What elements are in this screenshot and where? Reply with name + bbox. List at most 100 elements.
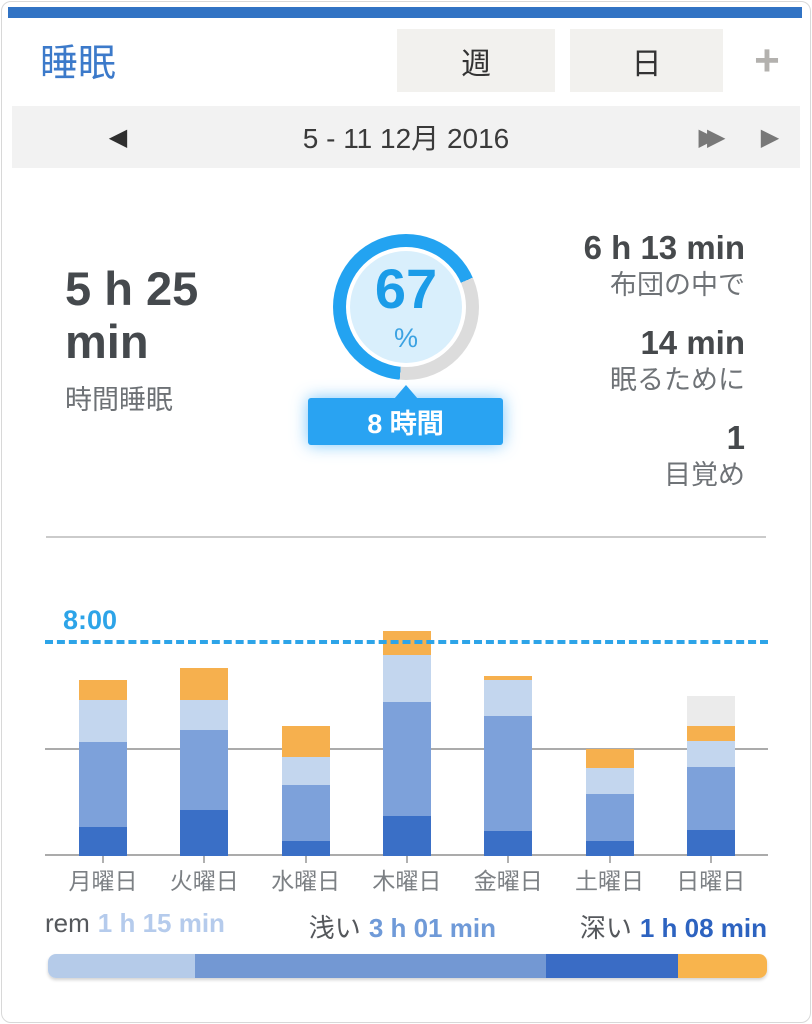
bar-segment-rem: [484, 679, 533, 716]
goal-line-label: 8:00: [63, 605, 118, 635]
summary-bar-segment-light: [195, 954, 546, 978]
tooltip-arrow-icon: [393, 385, 418, 399]
day-label: 水曜日: [271, 868, 341, 894]
section-divider: [46, 536, 766, 538]
bar-土曜日[interactable]: [585, 748, 634, 856]
time-asleep-value: 5 h 25 min: [65, 262, 199, 368]
bar-segment-light: [79, 742, 127, 827]
axis-tick: [507, 856, 510, 863]
bar-segment-light: [686, 767, 735, 830]
bar-segment-light: [281, 785, 330, 841]
bar-segment-wake: [180, 667, 229, 700]
day-label: 火曜日: [169, 868, 239, 894]
legend-value: 1 h 15 min: [97, 908, 225, 938]
bar-segment-rem: [585, 767, 634, 794]
summary-stats: 6 h 13 min 布団の中で 14 min 眠るために 1 目覚め: [584, 228, 745, 513]
summary-bar-segment-wake: [677, 954, 767, 978]
bar-segment-wake: [686, 726, 735, 742]
bar-木曜日[interactable]: [382, 631, 431, 856]
bar-segment-unknown: [686, 695, 735, 727]
chevron-left-icon: ◀: [108, 123, 128, 151]
bar-水曜日[interactable]: [281, 726, 330, 856]
day-label: 金曜日: [473, 868, 543, 894]
date-range-label: 5 - 11 12月 2016: [302, 123, 510, 154]
bar-segment-wake: [79, 679, 127, 700]
next-week-button[interactable]: ▶: [748, 106, 792, 168]
bar-segment-rem: [180, 699, 229, 731]
previous-week-button[interactable]: ◀: [90, 106, 146, 168]
chart-day-labels: 月曜日 火曜日 水曜日 木曜日 金曜日 土曜日 日曜日: [45, 862, 768, 896]
gauge-percent: 67: [374, 256, 438, 320]
sleep-goal-gauge: 67 %: [333, 234, 479, 380]
sleep-stage-legend: rem 1 h 15 min 浅い 3 h 01 min 深い 1 h 08 min: [45, 908, 767, 945]
fast-forward-icon: ▶▶: [698, 123, 726, 151]
goal-line-8h: [45, 640, 768, 644]
bar-segment-light: [484, 715, 533, 831]
bar-segment-deep: [585, 840, 634, 856]
fast-forward-button[interactable]: ▶▶: [684, 106, 740, 168]
axis-tick: [709, 856, 712, 863]
bar-segment-wake: [281, 726, 330, 758]
gauge-percent-sign: %: [393, 322, 418, 353]
legend-item-rem: rem 1 h 15 min: [45, 908, 225, 945]
bar-segment-light: [382, 702, 431, 817]
stage-summary-bar: [48, 954, 767, 978]
bar-segment-deep: [281, 840, 330, 856]
bar-segment-deep: [180, 809, 229, 856]
legend-value: 3 h 01 min: [368, 913, 496, 943]
time-asleep-label: 時間睡眠: [65, 385, 173, 415]
axis-tick: [304, 856, 307, 863]
tab-day[interactable]: 日: [570, 29, 723, 92]
bar-segment-deep: [79, 826, 127, 856]
bar-segment-rem: [79, 699, 127, 743]
chevron-right-icon: ▶: [760, 123, 780, 151]
legend-item-深い: 深い 1 h 08 min: [580, 908, 767, 945]
date-navigation-bar: 5 - 11 12月 2016 ◀ ▶▶ ▶: [12, 106, 800, 168]
goal-tooltip: 8 時間: [308, 385, 503, 445]
day-label: 月曜日: [68, 868, 138, 894]
legend-value: 1 h 08 min: [639, 913, 767, 943]
stat-value: 1: [726, 419, 745, 456]
bar-segment-light: [585, 793, 634, 841]
tab-week-label: 週: [461, 47, 491, 81]
legend-label: rem: [45, 908, 90, 938]
goal-tooltip-label: 8 時間: [367, 409, 444, 439]
legend-item-浅い: 浅い 3 h 01 min: [309, 908, 496, 945]
sleep-bar-chart: 8:00: [45, 605, 768, 863]
bar-segment-wake: [484, 675, 533, 680]
legend-label: 深い: [579, 913, 632, 943]
bar-segment-rem: [686, 741, 735, 768]
tab-day-label: 日: [631, 47, 662, 81]
plus-icon: +: [754, 35, 780, 85]
gauge-disc: 67 %: [350, 251, 462, 363]
top-accent-bar: [8, 7, 802, 18]
add-button[interactable]: +: [736, 29, 798, 92]
stat-value: 14 min: [640, 324, 745, 361]
bar-segment-deep: [686, 829, 735, 856]
summary-bar-segment-rem: [48, 954, 196, 978]
bar-segment-wake: [585, 748, 634, 768]
bar-月曜日[interactable]: [79, 679, 127, 856]
bar-日曜日[interactable]: [686, 695, 735, 856]
axis-tick: [102, 856, 104, 863]
tab-week[interactable]: 週: [397, 29, 555, 92]
bar-segment-deep: [382, 816, 431, 856]
day-label: 土曜日: [575, 868, 644, 894]
stat-label: 眠るために: [610, 365, 745, 395]
bar-segment-rem: [281, 757, 330, 786]
bar-金曜日[interactable]: [484, 675, 533, 856]
stat-value: 6 h 13 min: [583, 229, 745, 266]
axis-tick: [608, 856, 611, 863]
day-label: 木曜日: [372, 868, 442, 894]
legend-label: 浅い: [308, 913, 361, 943]
stat-label: 目覚め: [664, 460, 745, 490]
bar-火曜日[interactable]: [180, 667, 229, 856]
summary-bar-segment-deep: [545, 954, 678, 978]
day-label: 日曜日: [676, 868, 746, 894]
axis-tick: [203, 856, 206, 863]
bar-segment-deep: [484, 830, 533, 856]
axis-tick: [405, 856, 408, 863]
bar-segment-light: [180, 730, 229, 810]
stat-label: 布団の中で: [610, 270, 745, 300]
